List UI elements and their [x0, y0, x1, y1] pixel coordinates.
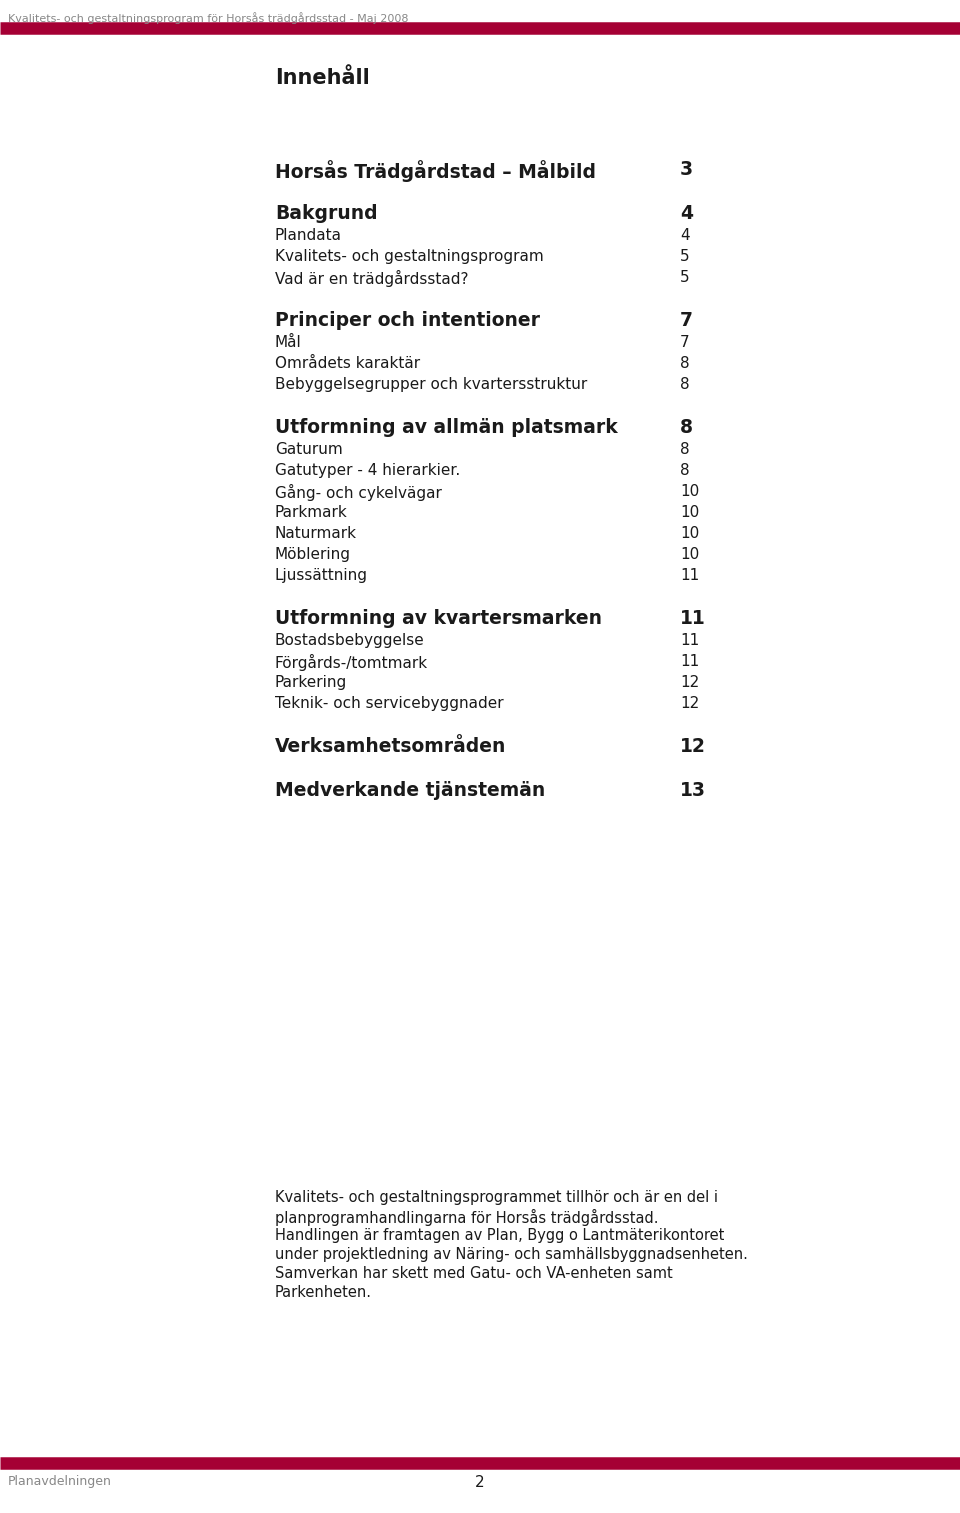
Text: Möblering: Möblering: [275, 548, 351, 561]
Text: 10: 10: [680, 548, 699, 561]
Text: Handlingen är framtagen av Plan, Bygg o Lantmäterikontoret: Handlingen är framtagen av Plan, Bygg o …: [275, 1229, 725, 1244]
Text: Principer och intentioner: Principer och intentioner: [275, 312, 540, 330]
Text: 10: 10: [680, 505, 699, 520]
Text: 8: 8: [680, 377, 689, 392]
Text: 10: 10: [680, 484, 699, 499]
Text: Områdets karaktär: Områdets karaktär: [275, 356, 420, 371]
Text: Bostadsbebyggelse: Bostadsbebyggelse: [275, 632, 424, 648]
Text: Förgårds-/tomtmark: Förgårds-/tomtmark: [275, 654, 428, 672]
Text: Kvalitets- och gestaltningsprogrammet tillhör och är en del i: Kvalitets- och gestaltningsprogrammet ti…: [275, 1191, 718, 1204]
Text: 8: 8: [680, 442, 689, 457]
Text: Bakgrund: Bakgrund: [275, 204, 377, 222]
Text: 4: 4: [680, 204, 693, 222]
Text: 12: 12: [680, 737, 706, 756]
Text: 11: 11: [680, 610, 706, 628]
Text: Horsås Trädgårdstad – Målbild: Horsås Trädgårdstad – Målbild: [275, 160, 596, 182]
Text: Teknik- och servicebyggnader: Teknik- och servicebyggnader: [275, 696, 504, 711]
Text: 3: 3: [680, 160, 693, 179]
Text: 11: 11: [680, 632, 699, 648]
Text: 7: 7: [680, 312, 693, 330]
Text: Bebyggelsegrupper och kvartersstruktur: Bebyggelsegrupper och kvartersstruktur: [275, 377, 588, 392]
Text: Naturmark: Naturmark: [275, 527, 357, 542]
Text: Planavdelningen: Planavdelningen: [8, 1475, 112, 1487]
Text: Ljussättning: Ljussättning: [275, 567, 368, 583]
Text: Vad är en trädgårdsstad?: Vad är en trädgårdsstad?: [275, 269, 468, 287]
Text: Gaturum: Gaturum: [275, 442, 343, 457]
Text: 8: 8: [680, 418, 693, 437]
Text: 5: 5: [680, 250, 689, 263]
Text: Kvalitets- och gestaltningsprogram för Horsås trädgårdsstad - Maj 2008: Kvalitets- och gestaltningsprogram för H…: [8, 12, 409, 24]
Text: planprogramhandlingarna för Horsås trädgårdsstad.: planprogramhandlingarna för Horsås trädg…: [275, 1209, 659, 1226]
Text: Mål: Mål: [275, 334, 301, 350]
Text: 11: 11: [680, 567, 699, 583]
Text: 12: 12: [680, 696, 699, 711]
Text: Parkenheten.: Parkenheten.: [275, 1285, 372, 1300]
Text: under projektledning av Näring- och samhällsbyggnadsenheten.: under projektledning av Näring- och samh…: [275, 1247, 748, 1262]
Text: Utformning av kvartersmarken: Utformning av kvartersmarken: [275, 610, 602, 628]
Text: 10: 10: [680, 527, 699, 542]
Text: 12: 12: [680, 675, 699, 690]
Text: 13: 13: [680, 781, 706, 800]
Text: Innehåll: Innehåll: [275, 68, 370, 88]
Text: Parkering: Parkering: [275, 675, 348, 690]
Text: Utformning av allmän platsmark: Utformning av allmän platsmark: [275, 418, 617, 437]
Text: Plandata: Plandata: [275, 228, 342, 244]
Text: 4: 4: [680, 228, 689, 244]
Text: Parkmark: Parkmark: [275, 505, 348, 520]
Text: 2: 2: [475, 1475, 485, 1490]
Text: Gatutyper - 4 hierarkier.: Gatutyper - 4 hierarkier.: [275, 463, 460, 478]
Text: 8: 8: [680, 463, 689, 478]
Text: Gång- och cykelvägar: Gång- och cykelvägar: [275, 484, 442, 501]
Text: Kvalitets- och gestaltningsprogram: Kvalitets- och gestaltningsprogram: [275, 250, 543, 263]
Text: 11: 11: [680, 654, 699, 669]
Text: 8: 8: [680, 356, 689, 371]
Text: Samverkan har skett med Gatu- och VA-enheten samt: Samverkan har skett med Gatu- och VA-enh…: [275, 1266, 673, 1282]
Text: 7: 7: [680, 334, 689, 350]
Text: Verksamhetsområden: Verksamhetsområden: [275, 737, 506, 756]
Text: 5: 5: [680, 269, 689, 284]
Text: Medverkande tjänstemän: Medverkande tjänstemän: [275, 781, 545, 800]
